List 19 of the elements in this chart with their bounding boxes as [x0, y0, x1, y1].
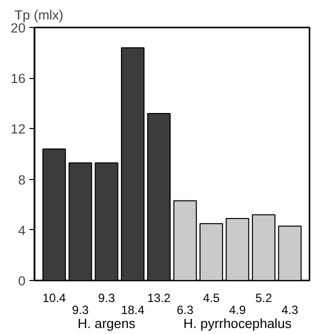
- y-tick-label: 4: [18, 222, 26, 238]
- y-axis-title: Tp (mlx): [14, 8, 64, 22]
- y-tick-label: 16: [10, 71, 26, 86]
- y-tick-label: 20: [10, 20, 26, 36]
- data-label: 4.3: [282, 303, 299, 317]
- text: H. argens: [78, 316, 136, 331]
- data-label: 4.9: [229, 303, 246, 317]
- data-label: 4.5: [202, 291, 220, 305]
- data-label: 5.2: [255, 291, 272, 305]
- data-label: 9.3: [72, 303, 89, 317]
- y-tick-label: 12: [10, 122, 26, 137]
- y-tick-label: 0: [18, 274, 26, 288]
- y-tick-label: 8: [18, 172, 26, 188]
- data-label: 13.2: [147, 291, 171, 305]
- data-label: 18.4: [121, 303, 145, 317]
- data-label: 6.3: [176, 303, 194, 317]
- data-label: 9.3: [98, 291, 116, 305]
- text: H. pyrrhocephalus: [183, 316, 292, 331]
- data-label: 10.4: [42, 291, 66, 305]
